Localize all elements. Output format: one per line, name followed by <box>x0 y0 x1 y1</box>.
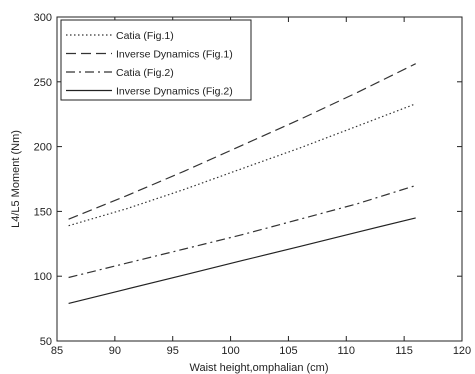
legend-label: Inverse Dynamics (Fig.1) <box>116 49 233 61</box>
y-tick-label: 250 <box>34 77 52 89</box>
y-tick-label: 100 <box>34 271 52 283</box>
x-tick-label: 110 <box>338 345 356 357</box>
y-axis-label: L4/L5 Moment (Nm) <box>10 130 22 228</box>
x-tick-label: 120 <box>453 345 471 357</box>
legend-label: Catia (Fig.2) <box>116 67 174 79</box>
y-tick-label: 300 <box>34 12 52 24</box>
y-axis: 50 100 150 200 250 300 <box>34 12 462 348</box>
x-axis: 85 90 95 100 105 110 115 120 <box>51 17 471 357</box>
x-tick-label: 85 <box>51 345 63 357</box>
legend-label: Inverse Dynamics (Fig.2) <box>116 86 233 98</box>
series-line-4 <box>68 217 416 304</box>
series-layer <box>68 63 416 304</box>
y-tick-label: 50 <box>40 336 52 348</box>
y-tick-label: 150 <box>34 206 52 218</box>
series-line-2 <box>68 63 416 220</box>
series-line-3 <box>68 184 416 279</box>
series-line-1 <box>68 103 416 227</box>
legend-label: Catia (Fig.1) <box>116 30 174 42</box>
legend: Catia (Fig.1) Inverse Dynamics (Fig.1) Cat… <box>60 19 252 101</box>
legend-box <box>60 19 252 101</box>
x-tick-label: 100 <box>221 345 239 357</box>
x-tick-label: 95 <box>167 345 179 357</box>
x-tick-label: 115 <box>395 345 413 357</box>
y-tick-label: 200 <box>34 142 52 154</box>
x-tick-label: 90 <box>109 345 121 357</box>
x-tick-label: 105 <box>279 345 297 357</box>
x-axis-label: Waist height,omphalian (cm) <box>190 362 329 374</box>
